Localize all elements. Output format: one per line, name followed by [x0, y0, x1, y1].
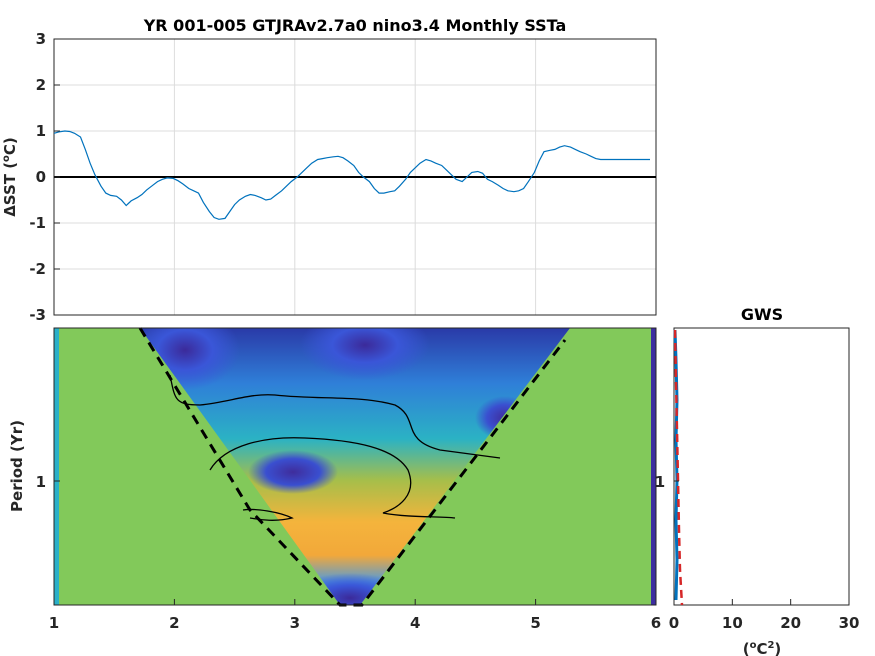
y-tick-label: -2	[29, 260, 46, 278]
x-tick-label: 4	[410, 614, 420, 632]
power-peak-top-center	[300, 328, 430, 380]
gws-axes-box	[673, 327, 850, 606]
y-tick-label: 1	[36, 122, 46, 140]
gws-x-tick-label: 30	[839, 614, 860, 632]
wavelet-y-tick: 1	[36, 473, 46, 491]
wavelet-axes-box	[53, 327, 657, 606]
wavelet-y-axis-label: Period (Yr)	[8, 420, 26, 512]
chart-title: YR 001-005 GTJRAv2.7a0 nino3.4 Monthly S…	[143, 16, 567, 35]
gws-x-label-end: )	[774, 640, 781, 656]
gws-x-label-sup2: 2	[767, 640, 774, 651]
gws-x-axis-label: (oC2)	[743, 640, 782, 656]
x-tick-labels: 1 2 3 4 5 6	[49, 599, 661, 632]
y-tick-label: 3	[36, 30, 46, 48]
wavelet-panel: 1 2 3 4 5 6 1 Period (Yr)	[8, 327, 661, 632]
gws-x-tick-label: 10	[722, 614, 743, 632]
x-tick-label: 5	[530, 614, 540, 632]
y-tick-label: -1	[29, 214, 46, 232]
gws-y-tick: 1	[655, 473, 665, 491]
y-axis-label-sup: o	[1, 155, 12, 162]
gws-x-tick-label: 0	[669, 614, 679, 632]
y-axis-label-end: C)	[1, 137, 19, 155]
x-tick-label: 6	[651, 614, 661, 632]
power-peak-center	[248, 450, 338, 494]
y-axis-label: ΔSST (oC)	[1, 137, 19, 217]
wavelet-right-edge	[651, 328, 656, 605]
sst-anomaly-line	[53, 130, 650, 220]
gws-significance	[673, 329, 684, 606]
y-tick-label: 0	[36, 168, 46, 186]
gws-x-label-mid: C	[756, 640, 767, 656]
gws-panel: GWS 0 10 20 30 1 (oC2)	[655, 305, 860, 656]
gws-x-label-sup1: o	[750, 640, 757, 651]
gws-plot-area	[674, 328, 849, 605]
significance-contour-inner	[209, 437, 456, 519]
x-tick-label: 2	[169, 614, 179, 632]
significance-contour-outer	[169, 374, 501, 459]
x-tick-label: 1	[49, 614, 59, 632]
gws-x-label-main: (	[743, 640, 750, 656]
gws-x-tick-label: 20	[780, 614, 801, 632]
y-tick-labels: -3 -2 -1 0 1 2 3	[29, 30, 60, 324]
y-tick-label: -3	[29, 306, 46, 324]
y-tick-label: 2	[36, 76, 46, 94]
wavelet-left-edge	[54, 328, 59, 605]
time-series-panel: YR 001-005 GTJRAv2.7a0 nino3.4 Monthly S…	[1, 16, 657, 324]
y-axis-label-main: ΔSST (	[1, 162, 19, 217]
gws-x-tick-labels: 0 10 20 30	[669, 599, 860, 632]
x-tick-label: 3	[290, 614, 300, 632]
gws-title: GWS	[741, 305, 783, 324]
